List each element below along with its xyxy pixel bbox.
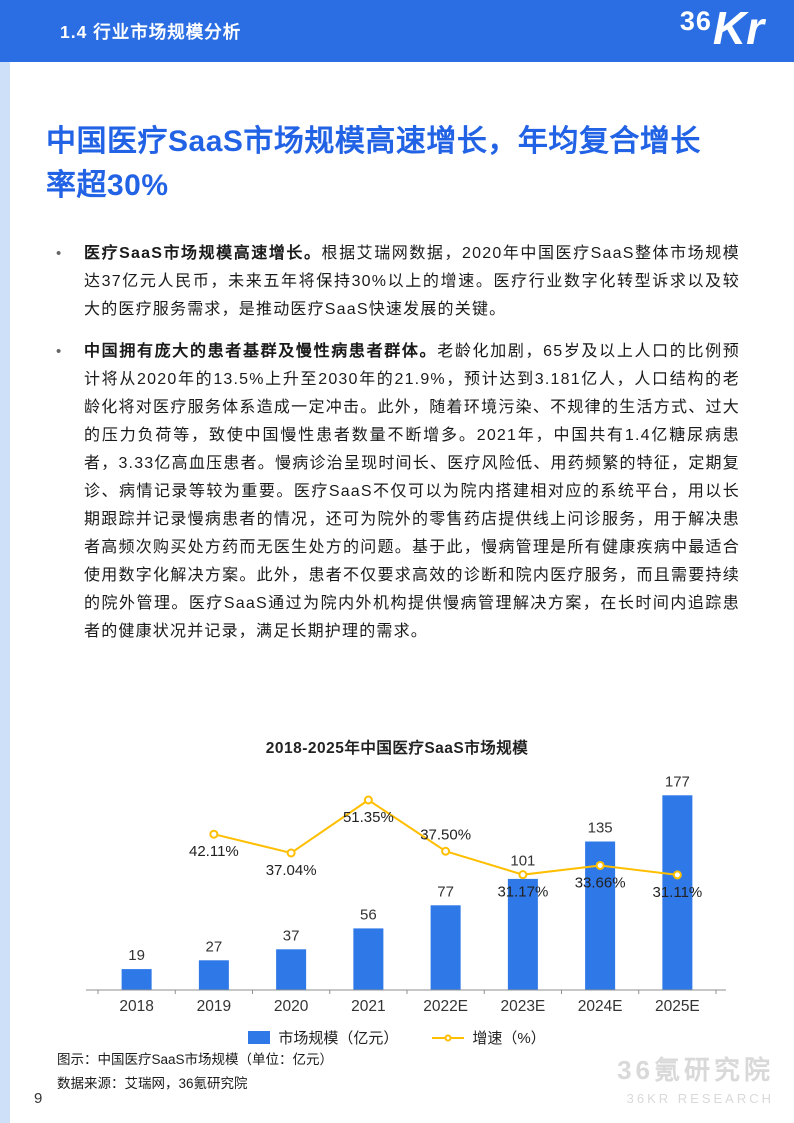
bar-2020 — [276, 949, 307, 990]
growth-label: 37.50% — [420, 826, 471, 843]
bullet-item-patient-base: • 中国拥有庞大的患者基群及慢性病患者群体。老龄化加剧，65岁及以上人口的比例预… — [52, 338, 740, 646]
legend-line-dot — [444, 1034, 452, 1041]
bar-2019 — [198, 960, 229, 990]
legend-bar-label: 市场规模（亿元） — [278, 1030, 399, 1047]
x-axis-label: 2024E — [578, 998, 623, 1015]
growth-point — [441, 846, 451, 856]
x-axis-label: 2025E — [655, 998, 700, 1015]
header-bar: 1.4 行业市场规模分析 36 Kr — [0, 0, 794, 62]
page-number: 9 — [34, 1090, 43, 1107]
growth-point — [672, 870, 682, 880]
x-axis-label: 2021 — [351, 998, 385, 1015]
watermark-cn: 36氪研究院 — [617, 1055, 774, 1085]
logo-36-text: 36 — [679, 6, 712, 36]
market-size-chart: 19 27 37 56 77 101 135 177 2018 2019 2020 2021 2022E… — [86, 773, 726, 1015]
chart-section: 2018-2025年中国医疗SaaS市场规模 19 27 37 56 77 101 135 1… — [63, 736, 731, 1048]
bar-2023E — [507, 878, 538, 990]
x-axis-label: 2019 — [197, 998, 231, 1015]
bar-2021 — [353, 928, 384, 990]
growth-label: 31.11% — [652, 884, 702, 901]
bar-2018 — [121, 969, 152, 990]
bullet-text: 医疗SaaS市场规模高速增长。根据艾瑞网数据，2020年中国医疗SaaS整体市场… — [84, 240, 740, 324]
x-axis-label: 2022E — [423, 998, 468, 1015]
growth-label: 37.04% — [266, 862, 317, 879]
bullet-body: 老龄化加剧，65岁及以上人口的比例预计将从2020年的13.5%上升至2030年… — [84, 343, 740, 640]
growth-label: 42.11% — [189, 843, 239, 860]
growth-point — [286, 848, 296, 858]
bar-value-label: 77 — [437, 883, 454, 900]
x-axis-label: 2023E — [500, 998, 545, 1015]
bar-value-label: 101 — [510, 853, 535, 870]
footnotes: 图示：中国医疗SaaS市场规模（单位：亿元） 数据来源：艾瑞网，36氪研究院 — [57, 1048, 333, 1096]
growth-label: 33.66% — [575, 874, 626, 891]
bullet-list: • 医疗SaaS市场规模高速增长。根据艾瑞网数据，2020年中国医疗SaaS整体… — [52, 240, 740, 660]
chart-plot-area: 19 27 37 56 77 101 135 177 2018 2019 2020 2021 2022E… — [63, 765, 731, 1023]
growth-label: 31.17% — [497, 884, 548, 901]
legend-item-line: 增速（%） — [432, 1027, 546, 1048]
bar-value-label: 37 — [283, 927, 300, 944]
bar-value-label: 56 — [360, 906, 377, 923]
bullet-lead: 医疗SaaS市场规模高速增长。 — [84, 245, 322, 262]
growth-point — [363, 795, 373, 805]
legend-bar-swatch — [248, 1031, 271, 1044]
bullet-lead: 中国拥有庞大的患者基群及慢性病患者群体。 — [84, 343, 438, 360]
watermark-en: 36KR RESEARCH — [626, 1091, 774, 1106]
legend-line-swatch — [432, 1034, 465, 1041]
section-title: 1.4 行业市场规模分析 — [60, 21, 242, 42]
bar-value-label: 27 — [206, 938, 223, 955]
growth-point — [595, 860, 605, 870]
watermark: 36氪研究院 36KR RESEARCH — [617, 1050, 774, 1106]
bullet-dot: • — [56, 245, 62, 262]
growth-point — [518, 870, 528, 880]
bullet-text: 中国拥有庞大的患者基群及慢性病患者群体。老龄化加剧，65岁及以上人口的比例预计将… — [84, 338, 740, 646]
growth-label: 51.35% — [343, 809, 394, 826]
legend-line-label: 增速（%） — [472, 1030, 546, 1047]
bar-2025E — [662, 795, 693, 990]
bullet-dot: • — [56, 343, 62, 360]
legend-item-bar: 市场规模（亿元） — [248, 1027, 398, 1048]
data-source: 数据来源：艾瑞网，36氪研究院 — [57, 1076, 248, 1091]
bullet-body: 根据艾瑞网数据，2020年中国医疗SaaS整体市场规模达37亿元人民币，未来五年… — [84, 245, 740, 318]
chart-legend: 市场规模（亿元） 增速（%） — [63, 1027, 731, 1048]
x-axis-label: 2020 — [274, 998, 309, 1015]
x-axis-label: 2018 — [119, 998, 153, 1015]
bar-value-label: 19 — [128, 947, 145, 964]
36kr-logo: 36 Kr — [680, 2, 764, 55]
bar-value-label: 135 — [588, 820, 613, 837]
logo-kr-text: Kr — [712, 2, 764, 54]
page-title: 中国医疗SaaS市场规模高速增长，年均复合增长率超30% — [46, 125, 701, 202]
bar-value-label: 177 — [665, 773, 690, 790]
left-accent-strip — [0, 62, 10, 1123]
chart-caption: 图示：中国医疗SaaS市场规模（单位：亿元） — [57, 1052, 334, 1067]
chart-title: 2018-2025年中国医疗SaaS市场规模 — [265, 740, 529, 757]
bar-2022E — [430, 905, 461, 990]
growth-point — [209, 829, 219, 839]
bullet-item-market-growth: • 医疗SaaS市场规模高速增长。根据艾瑞网数据，2020年中国医疗SaaS整体… — [52, 240, 740, 324]
